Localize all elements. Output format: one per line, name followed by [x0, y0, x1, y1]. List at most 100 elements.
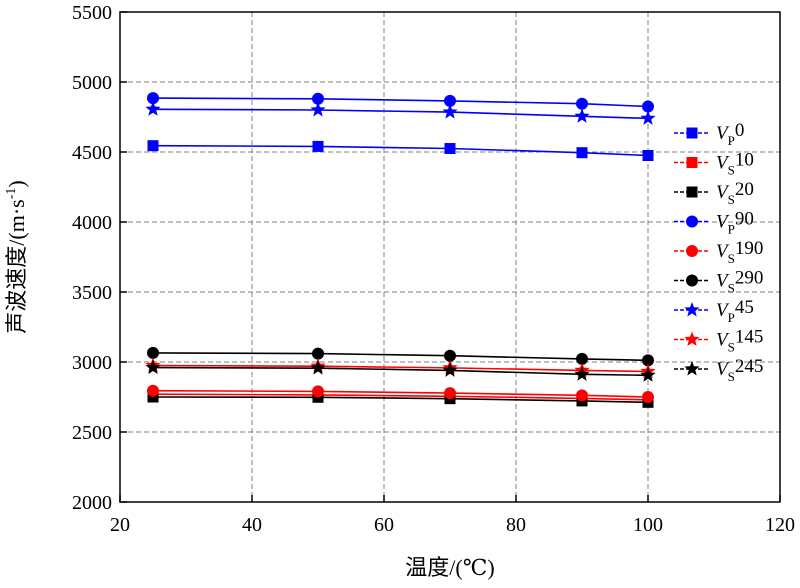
legend-label-num: 245 — [735, 356, 764, 377]
data-point — [312, 385, 324, 398]
data-point — [576, 352, 588, 365]
data-point — [147, 346, 159, 359]
data-point — [444, 143, 456, 154]
x-tick-label: 20 — [110, 514, 130, 536]
legend-label-base: V — [716, 212, 730, 233]
data-point — [312, 140, 324, 152]
data-point — [444, 349, 456, 362]
x-tick-label: 80 — [506, 514, 526, 536]
legend-marker — [686, 274, 698, 287]
legend-label-base: V — [716, 330, 730, 351]
data-point — [642, 100, 654, 113]
y-tick-label: 4500 — [72, 142, 112, 164]
y-tick-label: 4000 — [72, 212, 112, 234]
y-axis-title-sup: -1 — [4, 188, 19, 200]
legend-label-num: 190 — [735, 238, 764, 259]
data-point — [310, 102, 326, 117]
series-VP45 — [145, 101, 656, 125]
legend-marker — [686, 186, 698, 198]
legend-label: VP90 — [716, 209, 754, 237]
y-tick-label: 2500 — [72, 422, 112, 444]
series-line — [152, 352, 649, 362]
y-tick-label: 3500 — [72, 282, 112, 304]
legend-item: VS190 — [674, 238, 763, 266]
legend-label: VS20 — [716, 179, 754, 207]
legend-marker — [686, 215, 698, 228]
data-point — [640, 367, 656, 382]
legend-label-num: 90 — [735, 209, 754, 230]
x-tick-label: 120 — [765, 514, 795, 536]
data-point — [444, 94, 456, 107]
series-line — [152, 97, 649, 108]
x-tick-label: 60 — [374, 514, 394, 536]
data-point — [145, 101, 161, 116]
legend-label-base: V — [716, 182, 730, 203]
data-point — [147, 140, 159, 152]
legend-marker — [684, 361, 700, 376]
legend-marker — [686, 245, 698, 257]
legend-label-sub: S — [728, 192, 735, 207]
data-point — [642, 354, 654, 367]
legend-label: VS290 — [716, 268, 763, 296]
data-point — [312, 92, 324, 105]
legend-item: VS20 — [674, 179, 754, 207]
legend-label-sub: P — [728, 222, 735, 237]
legend-item: VS245 — [674, 356, 763, 384]
series-layer — [145, 92, 656, 408]
y-tick-label: 2000 — [72, 492, 112, 514]
legend-label: VP45 — [716, 297, 754, 325]
legend-label-sub: P — [728, 310, 735, 325]
data-point — [147, 391, 159, 403]
legend-label-num: 145 — [735, 327, 764, 348]
data-point — [147, 92, 159, 105]
series-line — [152, 366, 649, 377]
legend-marker — [684, 302, 700, 317]
legend-label-num: 290 — [735, 268, 764, 289]
y-tick-label: 3000 — [72, 352, 112, 374]
data-point — [640, 110, 656, 125]
series-line — [152, 108, 649, 120]
series-line — [152, 144, 649, 157]
series-VP0 — [147, 140, 654, 161]
legend-item: VS145 — [674, 327, 763, 355]
legend-label-base: V — [716, 271, 730, 292]
ticks-layer: 20 40 60 80 100 12020002500300035004000450050… — [72, 2, 795, 536]
legend-label: VS10 — [716, 150, 754, 178]
series-VS190 — [147, 384, 654, 403]
y-axis-title: 声波速度/(m·s-1) — [4, 180, 29, 333]
legend-label-num: 45 — [735, 297, 754, 318]
legend-label-base: V — [716, 153, 730, 174]
legend-item: VP90 — [674, 209, 754, 237]
y-axis-title-close: ) — [4, 180, 29, 187]
legend-label: VS145 — [716, 327, 763, 355]
data-point — [312, 347, 324, 360]
data-point — [310, 360, 326, 375]
legend-label-base: V — [716, 241, 730, 262]
legend-label-sub: S — [728, 163, 735, 178]
data-point — [576, 147, 588, 159]
legend-label-base: V — [716, 123, 730, 144]
grid-layer — [120, 12, 780, 502]
legend-label: VS190 — [716, 238, 763, 266]
x-tick-label: 40 — [242, 514, 262, 536]
data-point — [576, 389, 588, 402]
data-point — [444, 387, 456, 400]
y-axis-title-main: 声波速度/(m·s — [4, 199, 29, 333]
data-point — [642, 150, 654, 161]
legend-label: VS245 — [716, 356, 763, 384]
legend-label-sub: S — [728, 251, 735, 266]
data-point — [442, 104, 458, 119]
legend-label-sub: S — [728, 281, 735, 296]
legend-item: VP45 — [674, 297, 754, 325]
legend-label-num: 20 — [735, 179, 754, 200]
data-point — [574, 366, 590, 381]
data-point — [147, 384, 159, 397]
legend-marker — [686, 127, 698, 139]
legend-label-sub: S — [728, 369, 735, 384]
legend-label-base: V — [716, 359, 730, 380]
legend-marker — [684, 331, 700, 346]
series-VS290 — [147, 346, 654, 367]
legend-label-base: V — [716, 300, 730, 321]
x-tick-label: 100 — [633, 514, 663, 536]
